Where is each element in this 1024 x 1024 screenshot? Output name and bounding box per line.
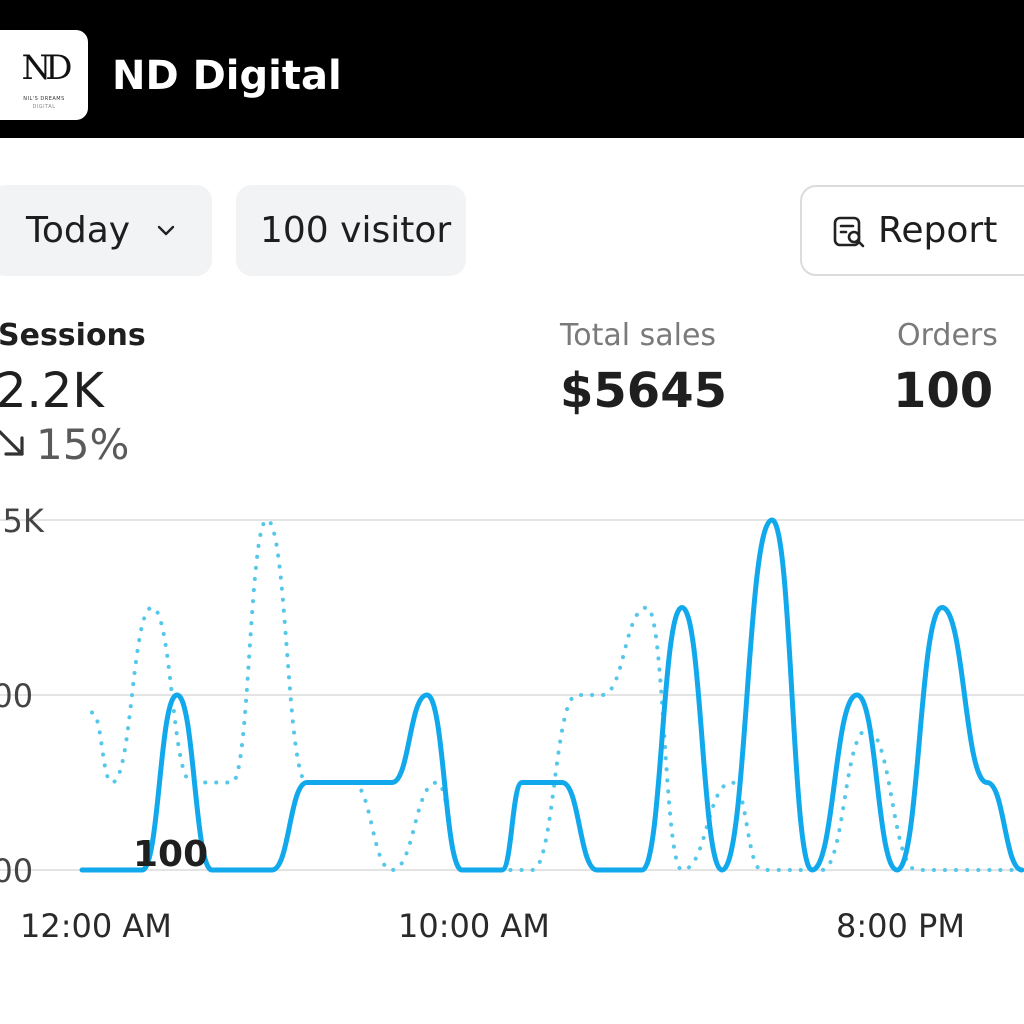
visitor-filter[interactable]: 100 visitor	[236, 185, 466, 276]
report-search-icon	[833, 216, 865, 248]
total-sales-value: $5645	[560, 363, 727, 419]
sessions-chart: 100 100 2.5K 12:00 AM 10:00 AM 8:00 PM 100	[0, 502, 1024, 945]
sessions-value: 2.2K	[0, 363, 104, 419]
date-range-label: Today	[26, 210, 131, 251]
x-tick-label: 12:00 AM	[20, 907, 172, 945]
y-tick-label: 100	[0, 852, 33, 890]
app-header: ND NIL'S DREAMS DIGITAL ND Digital	[0, 0, 1024, 138]
x-axis: 12:00 AM 10:00 AM 8:00 PM	[20, 907, 965, 945]
store-logo[interactable]: ND NIL'S DREAMS DIGITAL	[0, 30, 88, 120]
sessions-label: Sessions	[0, 318, 146, 353]
sessions-series-line	[79, 517, 1024, 873]
visitor-count-label: 100 visitor	[260, 210, 452, 251]
store-name: ND Digital	[112, 53, 342, 99]
report-button[interactable]: Report	[800, 185, 1024, 276]
y-tick-label: 100	[0, 677, 33, 715]
sessions-change: 15%	[36, 420, 130, 469]
y-tick-label: 2.5K	[0, 502, 45, 540]
arrow-down-right-icon	[0, 430, 24, 456]
report-button-label: Report	[878, 210, 998, 251]
date-range-selector[interactable]: Today	[0, 185, 212, 276]
x-tick-label: 10:00 AM	[398, 907, 550, 945]
comparison-series-line	[90, 518, 1024, 872]
x-tick-label: 8:00 PM	[836, 907, 965, 945]
chart-series	[79, 517, 1024, 873]
chevron-down-icon	[157, 225, 175, 236]
logo-subtitle: NIL'S DREAMS	[23, 96, 65, 102]
chart-annotation: 100	[133, 834, 208, 875]
logo-subtitle-secondary: DIGITAL	[32, 104, 56, 110]
orders-label: Orders	[897, 318, 998, 353]
orders-value: 100	[893, 363, 994, 419]
y-axis: 100 100 2.5K	[0, 502, 45, 890]
logo-monogram: ND	[21, 48, 72, 88]
total-sales-label: Total sales	[560, 318, 717, 353]
